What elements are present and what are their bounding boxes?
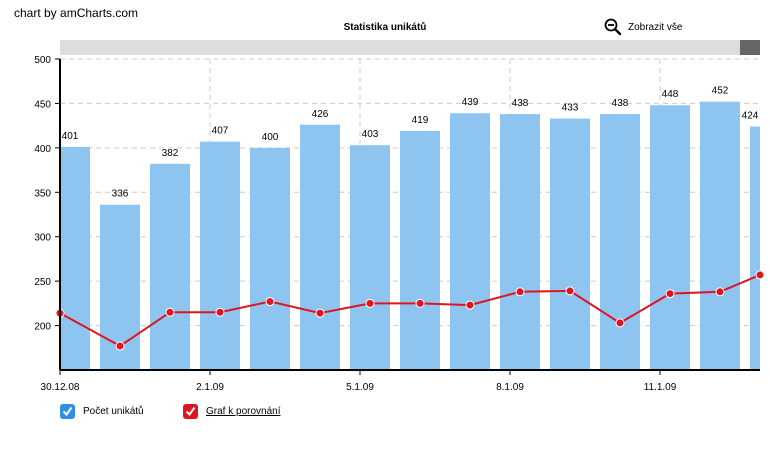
bar — [600, 114, 640, 370]
bar — [350, 145, 390, 370]
bar-data-label: 403 — [362, 129, 379, 140]
bar-data-label: 433 — [562, 103, 579, 114]
bars-layer — [60, 101, 760, 371]
line-point — [315, 308, 325, 318]
bar-data-label: 426 — [312, 109, 329, 120]
y-tick-label: 500 — [34, 55, 51, 66]
bar — [150, 163, 190, 370]
bar-data-label: 424 — [742, 111, 759, 122]
bar — [200, 141, 240, 370]
x-tick-label: 30.12.08 — [41, 382, 80, 393]
x-tick-label: 11.1.09 — [644, 382, 677, 393]
line-point — [165, 307, 175, 317]
checkmark-icon — [183, 404, 198, 419]
y-tick-label: 400 — [34, 144, 51, 155]
bar-data-label: 439 — [462, 97, 479, 108]
bar — [500, 114, 540, 370]
line-point — [115, 341, 125, 351]
legend-item-bars[interactable]: Počet unikátů — [60, 404, 144, 419]
line-point — [415, 298, 425, 308]
bar — [650, 105, 690, 370]
bar-data-label: 336 — [112, 189, 129, 200]
bar-data-label: 438 — [612, 98, 629, 109]
bar-data-label: 448 — [662, 89, 679, 100]
chart-title: Statistika unikátů — [343, 22, 427, 33]
x-tick-label: 8.1.09 — [496, 382, 524, 393]
y-tick-label: 300 — [34, 233, 51, 244]
line-layer — [55, 270, 765, 351]
line-point — [515, 287, 525, 297]
bar-data-label: 438 — [512, 98, 529, 109]
amcharts-credit[interactable]: chart by amCharts.com — [14, 6, 139, 20]
bar — [750, 126, 760, 370]
line-point — [265, 297, 275, 307]
legend-label: Počet unikátů — [83, 406, 144, 417]
bar-data-label: 401 — [62, 131, 79, 142]
zoom-out-button[interactable]: Zobrazit vše — [604, 18, 682, 36]
bar-data-label: 400 — [262, 132, 279, 143]
bar-data-label: 407 — [212, 126, 229, 137]
checkmark-icon — [60, 404, 75, 419]
bar-data-label: 419 — [412, 115, 429, 126]
data-labels-layer: 401 336 382 407 400 426 403 419 439 438 433 438 448 4… — [62, 86, 759, 200]
y-tick-label: 450 — [34, 99, 51, 110]
bar — [60, 146, 90, 370]
line-point — [365, 298, 375, 308]
bar — [300, 124, 340, 370]
line-point — [715, 287, 725, 297]
bar-data-label: 452 — [712, 86, 729, 97]
bar — [450, 113, 490, 371]
y-tick-label: 350 — [34, 188, 51, 199]
legend-item-line[interactable]: Graf k porovnání — [183, 404, 280, 419]
legend-label: Graf k porovnání — [206, 406, 281, 417]
line-point — [615, 318, 625, 328]
zoom-out-icon — [604, 18, 622, 36]
bar — [550, 118, 590, 370]
y-tick-label: 200 — [34, 322, 51, 333]
scrollbar-thumb[interactable] — [740, 40, 760, 55]
zoom-out-label: Zobrazit vše — [628, 21, 683, 33]
line-point — [215, 307, 225, 317]
line-point — [665, 289, 675, 299]
bar — [400, 130, 440, 370]
x-tick-label: 5.1.09 — [346, 382, 374, 393]
bar-data-label: 382 — [162, 148, 179, 159]
y-tick-label: 250 — [34, 277, 51, 288]
line-point — [465, 300, 475, 310]
bar — [250, 147, 290, 370]
line-point — [565, 286, 575, 296]
x-tick-label: 2.1.09 — [196, 382, 224, 393]
axis-layer: 200 250 300 350 400 450 500 30.12.08 2.1.09 5.1.0… — [34, 55, 760, 393]
line-point — [755, 270, 765, 280]
scrollbar-track[interactable] — [60, 40, 760, 55]
bar — [700, 101, 740, 370]
